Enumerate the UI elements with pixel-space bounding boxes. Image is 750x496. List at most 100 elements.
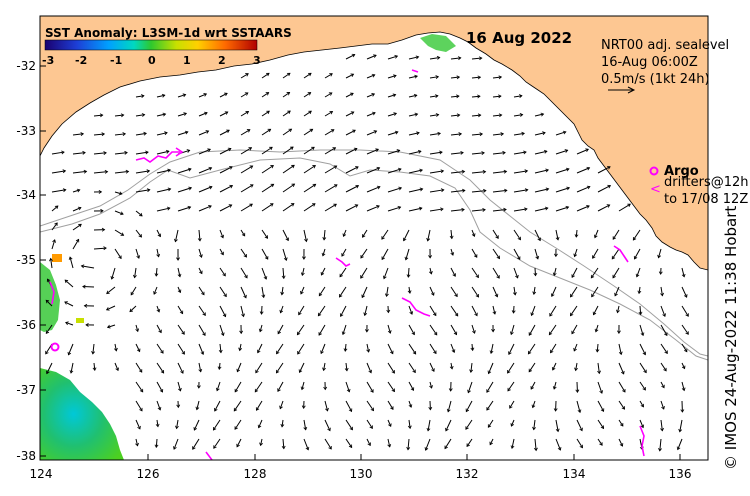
current-vector-head [309,128,314,133]
drifter-legend-label: to 17/08 12Z [664,192,748,207]
current-vector [135,400,143,412]
current-vector [156,419,159,427]
current-vector [555,131,567,136]
current-vector [408,381,414,391]
current-vector [212,419,221,431]
current-vector [387,187,402,193]
current-vector [240,305,245,317]
current-vector [219,185,233,193]
current-vector-head [575,389,580,393]
current-vector [534,169,549,174]
current-vector-head [390,406,394,410]
current-vector [261,248,269,260]
current-vector-head [496,255,500,260]
current-vector-head [341,331,346,336]
current-vector-head [431,368,435,372]
current-vector [573,343,578,352]
current-vector [345,362,348,371]
current-vector-head [450,252,455,256]
current-vector [471,209,486,212]
current-vector [282,438,285,449]
current-vector-head [410,387,415,391]
current-vector-head [129,308,133,313]
current-vector-head [279,405,283,410]
current-vector-head [136,255,141,259]
current-vector [527,343,536,355]
current-vector [471,152,485,155]
colorbar-title: SST Anomaly: L3SM-1d wrt SSTAARS [45,26,292,40]
current-vector [282,128,292,136]
current-vector [366,54,377,60]
current-vector [408,419,411,429]
current-vector [612,229,620,240]
current-vector [135,170,150,174]
current-vector [597,438,603,446]
current-vector-head [341,253,345,257]
current-vector [72,223,82,231]
current-vector [198,130,209,136]
current-vector-head [175,425,179,430]
map-frame [39,15,709,461]
current-vector [467,381,473,393]
current-vector-head [136,348,141,353]
current-vector-head [489,350,494,355]
current-vector-head [660,427,664,432]
current-vector-head [350,92,354,97]
current-vector [471,343,474,351]
current-vector [508,343,515,355]
current-vector-head [339,293,343,298]
current-vector-head [444,445,448,450]
current-vector-head [199,254,203,258]
current-vector [135,324,139,332]
current-vector-head [167,168,171,173]
current-vector-head [616,309,620,314]
colorbar-tick-label: -3 [42,54,54,67]
current-vector [261,146,273,155]
current-vector-head [275,369,280,374]
current-vector-head [323,386,328,391]
current-vector-head [428,406,433,411]
current-vector-head [154,273,159,277]
current-vector-head [643,369,647,374]
current-vector-head [101,227,106,232]
current-vector-head [264,256,269,260]
current-vector-head [157,233,162,238]
current-vector [240,165,253,174]
current-vector [681,324,689,335]
current-vector-head [473,254,478,258]
current-vector [492,208,507,212]
current-vector-head [388,423,392,428]
current-vector-head [351,53,356,58]
current-vector [156,305,160,313]
current-vector-head [348,408,353,413]
current-vector [114,114,124,117]
current-vector-head [446,408,451,413]
current-vector-head [571,274,575,278]
current-vector-head [397,205,402,210]
current-vector [303,183,316,193]
current-vector-head [491,328,496,333]
current-vector [324,184,338,193]
current-vector [303,419,307,430]
current-vector-head [200,351,205,355]
current-vector-head [627,203,631,208]
current-vector-head [288,128,293,133]
current-vector-head [228,204,233,208]
current-vector [107,324,116,328]
current-vector [279,400,284,409]
current-vector-head [103,246,107,251]
current-vector-head [214,407,218,412]
current-vector [261,92,269,98]
current-vector [303,229,307,242]
current-vector [366,419,373,429]
current-vector-head [304,238,308,243]
current-vector [156,381,163,393]
current-vector [219,248,224,256]
current-vector [360,248,368,259]
current-vector [387,400,394,410]
current-vector-head [417,149,422,154]
current-vector-head [196,385,201,389]
current-vector-head [391,388,395,393]
current-vector [407,438,410,450]
current-vector [366,438,371,446]
